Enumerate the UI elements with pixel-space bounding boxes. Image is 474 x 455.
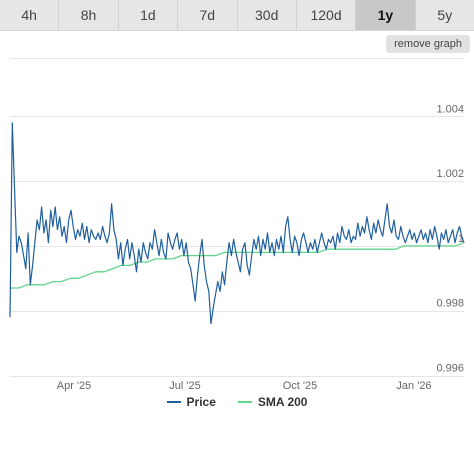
y-axis: 0.996 0.998 1 1.002 1.004	[436, 103, 464, 374]
legend-label-price: Price	[186, 395, 216, 409]
x-tick-label: Jul '25	[169, 380, 200, 392]
sma-200-swatch	[237, 401, 252, 403]
y-tick-label: 1.004	[436, 103, 464, 115]
sma-200-series	[10, 242, 465, 289]
range-button-1y[interactable]: 1y	[356, 0, 416, 30]
x-axis: Apr '25 Jul '25 Oct '25 Jan '26	[57, 380, 432, 392]
y-tick-label: 0.998	[436, 298, 464, 310]
range-selector: 4h 8h 1d 7d 30d 120d 1y 5y	[0, 0, 474, 31]
range-button-1d[interactable]: 1d	[119, 0, 179, 30]
y-tick-label: 0.996	[436, 363, 464, 375]
y-tick-label: 1	[458, 233, 464, 245]
legend: Price SMA 200	[0, 392, 474, 412]
legend-item-price[interactable]: Price	[166, 395, 216, 409]
range-button-8h[interactable]: 8h	[59, 0, 119, 30]
range-button-5y[interactable]: 5y	[437, 7, 453, 23]
grid	[10, 58, 464, 377]
legend-item-sma-200[interactable]: SMA 200	[237, 395, 308, 409]
price-line	[9, 122, 465, 325]
x-tick-label: Apr '25	[57, 380, 92, 392]
price-series	[9, 122, 465, 325]
x-tick-label: Jan '26	[396, 380, 431, 392]
remove-graph-button[interactable]: remove graph	[386, 35, 470, 53]
price-chart: 0.996 0.998 1 1.002 1.004 Apr '25 Jul '25 Oct …	[9, 58, 465, 392]
sma-200-line	[10, 242, 465, 289]
x-tick-label: Oct '25	[283, 380, 318, 392]
range-button-30d[interactable]: 30d	[238, 0, 297, 30]
range-button-120d[interactable]: 120d	[297, 0, 357, 30]
range-button-7d[interactable]: 7d	[178, 0, 238, 30]
price-swatch	[166, 401, 181, 403]
legend-label-sma-200: SMA 200	[257, 395, 308, 409]
y-tick-label: 1.002	[436, 168, 464, 180]
range-button-4h[interactable]: 4h	[0, 0, 60, 30]
